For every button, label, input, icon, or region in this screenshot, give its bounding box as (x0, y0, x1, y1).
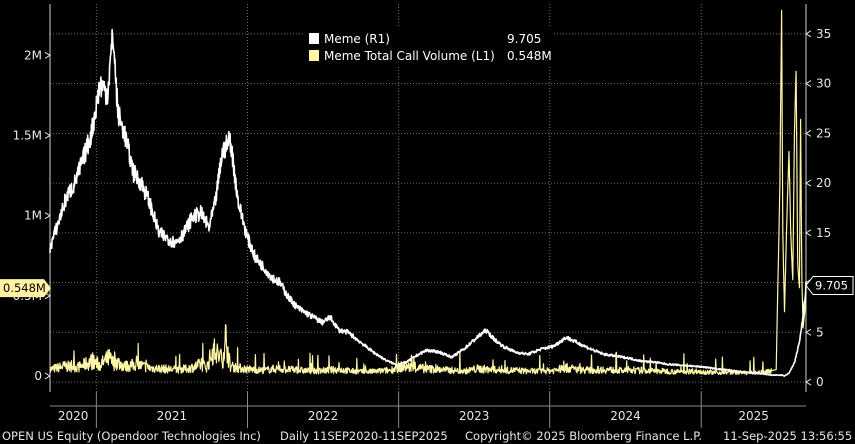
legend-label: Meme Total Call Volume (L1) (324, 49, 495, 63)
x-tick-label: 2025 (738, 409, 769, 423)
left-last-value-tag (0, 279, 51, 298)
footer-copyright: Copyright© 2025 Bloomberg Finance L.P. (465, 429, 702, 443)
right-tick-mark (805, 229, 812, 237)
left-tick-mark (44, 51, 51, 59)
left-tick-label: 1M (24, 209, 42, 223)
legend-swatch (309, 33, 319, 44)
right-last-value-label: 9.705 (815, 278, 848, 292)
legend-swatch (309, 50, 319, 61)
right-tick-mark (805, 328, 812, 336)
right-tick-label: 15 (816, 226, 831, 240)
x-tick-label: 2022 (308, 409, 339, 423)
right-tick-label: 25 (816, 126, 831, 140)
right-tick-label: 20 (816, 176, 831, 190)
footer-security: OPEN US Equity (Opendoor Technologies In… (2, 429, 261, 443)
right-last-value-tag (805, 275, 854, 295)
x-tick-label: 2021 (157, 409, 188, 423)
right-tick-mark (805, 378, 812, 386)
right-tick-mark (805, 129, 812, 137)
last-value-markers: 0.548M 9.705 (0, 275, 854, 298)
right-tick-label: 5 (816, 325, 824, 339)
left-tick-mark (44, 132, 51, 139)
legend-box (305, 26, 553, 66)
legend-value: 0.548M (507, 49, 552, 63)
grid-lines (50, 4, 806, 392)
x-axis: 2020 2021 2022 2023 2024 2025 (50, 392, 806, 428)
x-tick-label: 2023 (459, 409, 490, 423)
legend: Meme (R1) 9.705 Meme Total Call Volume (L1… (305, 26, 553, 66)
legend-label: Meme (R1) (324, 32, 390, 46)
left-tick-mark (44, 292, 51, 300)
left-tick-mark (44, 212, 51, 220)
right-tick-mark (805, 30, 812, 38)
left-tick-label: 2M (24, 48, 42, 62)
series-lines (49, 9, 807, 377)
legend-value: 9.705 (507, 32, 541, 46)
x-tick-label: 2020 (58, 409, 89, 423)
series-line-price (49, 28, 807, 377)
series-line-call-volume (49, 9, 807, 376)
left-tick-label: 1.5M (13, 128, 42, 142)
footer-range: Daily 11SEP2020-11SEP2025 (280, 429, 448, 443)
footer-timestamp: 11-Sep-2025 13:56:55 (723, 429, 853, 443)
left-last-value-label: 0.548M (3, 281, 46, 295)
right-tick-mark (805, 179, 812, 187)
x-tick-label: 2024 (610, 409, 641, 423)
left-tick-label: 0 (34, 369, 42, 383)
right-tick-label: 30 (816, 77, 831, 91)
right-tick-label: 35 (816, 27, 831, 41)
footer-bar: OPEN US Equity (Opendoor Technologies In… (0, 428, 855, 444)
left-tick-mark (44, 372, 51, 380)
right-tick-label: 0 (816, 375, 824, 389)
right-tick-mark (805, 80, 812, 88)
